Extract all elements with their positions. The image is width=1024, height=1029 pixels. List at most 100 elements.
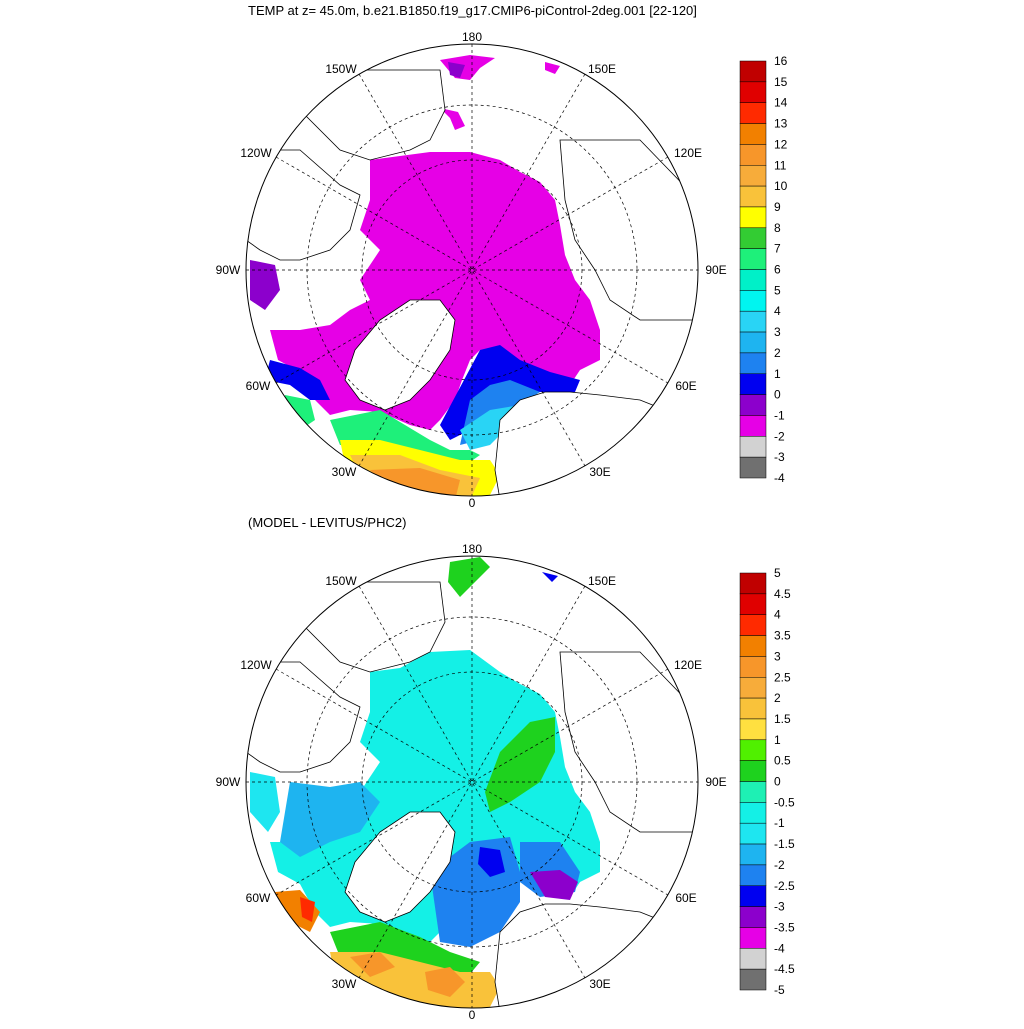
- kara-strong-negative: [530, 870, 578, 900]
- chukchi-patch: [440, 108, 465, 130]
- canada-land: [246, 661, 361, 773]
- bottom-map-boundary: [245, 555, 699, 1009]
- alaska-land: [299, 581, 446, 673]
- lon-label-120w: 120W: [240, 146, 272, 160]
- bottom-colorbar-swatch: [739, 822, 767, 845]
- lon-label-180: 180: [462, 542, 482, 556]
- bottom-colorbar-swatch: [739, 948, 767, 970]
- bering-patch: [545, 62, 560, 74]
- bottom-colorbar: 5 4.5 4 3.5 3 2.5 2 1.5 1 0.5 0 -0.5 -1 -1.5 -2 -2.5 -3 -…: [739, 566, 795, 997]
- top-colorbar-tick-label: -1: [774, 408, 785, 422]
- lon-label-120w: 120W: [240, 658, 272, 672]
- top-colorbar-tick-label: 9: [774, 200, 781, 214]
- bottom-polar-map: 180 0 90W 90E 150W 120W 150E 120E 60W 30…: [216, 542, 795, 1022]
- lon-label-150w: 150W: [325, 62, 357, 76]
- top-colorbar-swatch: [739, 248, 767, 270]
- lon-label-90e: 90E: [705, 775, 726, 789]
- lon-label-90w: 90W: [216, 775, 241, 789]
- pacific-negative: [542, 572, 558, 582]
- bottom-colorbar-swatch: [739, 781, 767, 803]
- bottom-colorbar-tick-label: -3: [774, 900, 785, 914]
- bottom-colorbar-swatch: [739, 968, 767, 991]
- bottom-colorbar-tick-label: -0.5: [774, 795, 795, 809]
- bottom-colorbar-tick-label: 5: [774, 566, 781, 580]
- top-map-panel: 180 0 90W 90E 150W 120W 150E 120E 60W 30…: [0, 0, 1024, 512]
- top-colorbar-tick-label: 15: [774, 75, 788, 89]
- bering-positive: [448, 557, 490, 597]
- lon-label-30e: 30E: [589, 465, 610, 479]
- bottom-colorbar-tick-label: 1: [774, 733, 781, 747]
- bottom-colorbar-tick-label: 3: [774, 649, 781, 663]
- top-colorbar-tick-label: -3: [774, 450, 785, 464]
- top-colorbar-swatch: [739, 331, 767, 354]
- bottom-colorbar-tick-label: 4: [774, 608, 781, 622]
- bottom-colorbar-tick-label: -2.5: [774, 879, 795, 893]
- bottom-colorbar-swatch: [739, 718, 767, 741]
- pacific-patch-cold: [448, 62, 465, 78]
- bottom-colorbar-swatch: [739, 864, 767, 886]
- bottom-colorbar-swatch: [739, 697, 767, 720]
- scandinavia-land: [494, 391, 698, 496]
- top-colorbar-swatch: [739, 81, 767, 103]
- bottom-colorbar-swatch: [739, 906, 767, 928]
- top-colorbar-tick-label: 5: [774, 283, 781, 297]
- lon-label-30w: 30W: [332, 977, 357, 991]
- greenland-land: [344, 299, 456, 411]
- top-longitude-labels: 180 0 90W 90E 150W 120W 150E 120E 60W 30…: [216, 30, 727, 510]
- bottom-colorbar-swatch: [739, 843, 767, 866]
- bottom-colorbar-tick-label: -2: [774, 858, 785, 872]
- lon-label-150w: 150W: [325, 574, 357, 588]
- lon-label-120e: 120E: [674, 658, 702, 672]
- lon-label-150e: 150E: [588, 62, 616, 76]
- bottom-colorbar-swatch: [739, 593, 767, 615]
- top-colorbar-swatch: [739, 60, 767, 83]
- top-colorbar-swatch: [739, 394, 767, 416]
- lon-label-60w: 60W: [246, 891, 271, 905]
- alaska-land: [299, 69, 446, 161]
- top-colorbar-swatch: [739, 352, 767, 374]
- bottom-colorbar-tick-label: 1.5: [774, 712, 791, 726]
- top-colorbar-swatch: [739, 165, 767, 187]
- lon-label-60e: 60E: [675, 891, 696, 905]
- bottom-colorbar-tick-label: 4.5: [774, 587, 791, 601]
- bottom-colorbar-tick-label: 0.5: [774, 754, 791, 768]
- bottom-longitude-labels: 180 0 90W 90E 150W 120W 150E 120E 60W 30…: [216, 542, 727, 1022]
- bottom-colorbar-swatch: [739, 677, 767, 699]
- top-colorbar-swatch: [739, 373, 767, 395]
- top-colorbar-swatch: [739, 415, 767, 437]
- scandinavia-land: [494, 903, 698, 1008]
- canada-land: [246, 149, 361, 261]
- bottom-colorbar-swatch: [739, 885, 767, 907]
- top-colorbar-swatch: [739, 269, 767, 291]
- bottom-colorbar-swatch: [739, 656, 767, 678]
- bottom-colorbar-tick-label: -1.5: [774, 837, 795, 851]
- lon-label-0: 0: [469, 496, 476, 510]
- top-colorbar-swatch: [739, 227, 767, 249]
- bottom-map-title: (MODEL - LEVITUS/PHC2): [248, 515, 407, 530]
- top-colorbar-tick-label: -4: [774, 471, 785, 485]
- lon-label-90e: 90E: [705, 263, 726, 277]
- top-map-boundary: [245, 43, 699, 497]
- lon-label-30e: 30E: [589, 977, 610, 991]
- bottom-colorbar-swatch: [739, 927, 767, 949]
- top-colorbar-tick-label: -2: [774, 429, 785, 443]
- lon-label-60w: 60W: [246, 379, 271, 393]
- top-colorbar-swatch: [739, 102, 767, 124]
- lon-label-30w: 30W: [332, 465, 357, 479]
- lon-label-0: 0: [469, 1008, 476, 1022]
- atlantic-strong-positive: [350, 952, 395, 977]
- baffin-negative: [250, 772, 280, 832]
- top-colorbar-tick-label: 16: [774, 54, 788, 68]
- top-colorbar-tick-label: 13: [774, 117, 788, 131]
- top-colorbar-tick-label: 3: [774, 325, 781, 339]
- top-colorbar-tick-label: 7: [774, 242, 781, 256]
- top-colorbar-swatch: [739, 206, 767, 229]
- top-colorbar-tick-label: 4: [774, 304, 781, 318]
- top-colorbar-swatch: [739, 144, 767, 166]
- top-colorbar-tick-label: 2: [774, 346, 781, 360]
- top-colorbar-swatch: [739, 290, 767, 312]
- top-colorbar-tick-label: 14: [774, 96, 788, 110]
- top-colorbar-tick-label: 0: [774, 388, 781, 402]
- lon-label-90w: 90W: [216, 263, 241, 277]
